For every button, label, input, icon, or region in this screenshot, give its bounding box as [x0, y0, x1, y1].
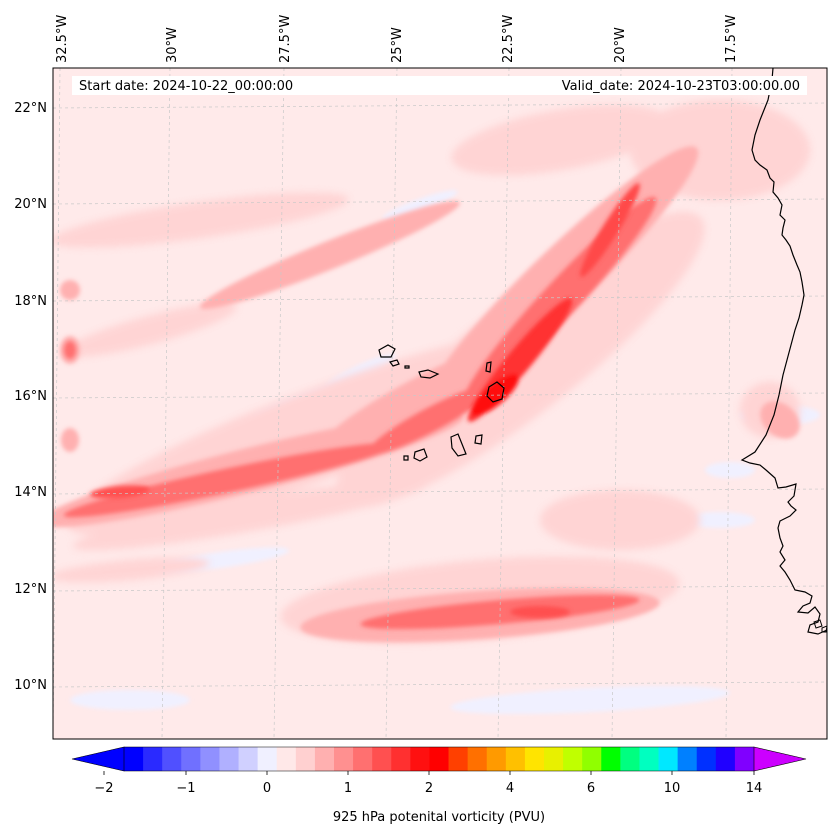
colorbar-swatch [276, 747, 297, 771]
peak-pv-core [90, 183, 640, 618]
valid-date-label: Valid_date: 2024-10-23T03:00:00.00 [562, 79, 800, 94]
lon-label: 27.5°W [278, 15, 293, 63]
colorbar-swatch [200, 747, 220, 771]
lat-label: 22°N [14, 101, 47, 116]
colorbar-swatch [467, 747, 488, 771]
colorbar-swatch [696, 747, 717, 771]
colorbar-swatch [563, 747, 583, 771]
colorbar-swatch [505, 747, 526, 771]
colorbar-swatch [677, 747, 698, 771]
colorbar-tick-label: 0 [263, 781, 271, 796]
graticule [53, 68, 827, 739]
island-maio [474, 434, 483, 445]
colorbar-swatch [639, 747, 659, 771]
lat-label: 16°N [14, 389, 47, 404]
colorbar-swatch [524, 747, 545, 771]
colorbar-swatch [410, 747, 430, 771]
island-santa-luzia [404, 365, 410, 369]
lon-label: 30°W [165, 27, 180, 63]
colorbar-tick-label: 4 [506, 781, 514, 796]
colorbar-swatch [658, 747, 679, 771]
lat-label: 14°N [14, 485, 47, 500]
lat-label: 18°N [14, 294, 47, 309]
lon-label: 25°W [390, 27, 405, 63]
island-santiago [450, 433, 467, 457]
colorbar-swatch [544, 747, 564, 771]
colorbar-swatches [124, 747, 755, 771]
colorbar-swatch [124, 747, 144, 771]
west-africa-coastline [740, 68, 827, 635]
colorbar-swatch [334, 747, 354, 771]
island-sao-vicente [388, 359, 400, 367]
colorbar-swatch [429, 747, 449, 771]
colorbar-tick-label: −2 [94, 781, 113, 796]
island-sao-nicolau [418, 369, 440, 379]
colorbar-title: 925 hPa potenital vorticity (PVU) [333, 810, 545, 825]
colorbar-swatch [219, 747, 239, 771]
lat-label: 10°N [14, 678, 47, 693]
colorbar-swatch [582, 747, 602, 771]
lat-label: 20°N [14, 197, 47, 212]
colorbar-swatch [162, 747, 182, 771]
colorbar-over-arrow [753, 746, 807, 772]
colorbar-ticks [103, 771, 755, 775]
colorbar-swatch [372, 747, 392, 771]
colorbar-swatch [715, 747, 736, 771]
lon-label: 20°W [613, 27, 628, 63]
colorbar-swatch [601, 747, 621, 771]
colorbar-swatch [391, 747, 411, 771]
map-frame [52, 67, 828, 740]
map-panel [53, 68, 827, 739]
colorbar-swatch [448, 747, 469, 771]
colorbar: −2 −1 0 1 2 4 6 10 14 925 hPa potenital … [71, 746, 807, 825]
header-box [72, 76, 807, 95]
island-sal [485, 361, 492, 373]
island-boa-vista [486, 381, 505, 403]
colorbar-swatch [238, 747, 259, 771]
colorbar-swatch [486, 747, 507, 771]
colorbar-tick-label: 14 [746, 781, 763, 796]
colorbar-swatch [295, 747, 316, 771]
island-fogo [413, 448, 428, 462]
colorbar-tick-label: 2 [425, 781, 433, 796]
bijagos-islands [813, 619, 827, 633]
start-date-label: Start date: 2024-10-22_00:00:00 [79, 79, 293, 94]
cape-verde-islands [378, 344, 505, 462]
lon-label: 22.5°W [501, 15, 516, 63]
colorbar-swatch [620, 747, 640, 771]
colorbar-swatch [143, 747, 163, 771]
lat-label: 12°N [14, 582, 47, 597]
colorbar-tick-label: −1 [176, 781, 195, 796]
colorbar-swatch [314, 747, 335, 771]
latitude-labels: 22°N 20°N 18°N 16°N 14°N 12°N 10°N [14, 101, 47, 693]
colorbar-swatch [353, 747, 373, 771]
colorbar-under-arrow [71, 746, 125, 772]
colorbar-swatch [257, 747, 278, 771]
colorbar-swatch [734, 747, 755, 771]
island-brava [403, 455, 409, 461]
colorbar-tick-label: 6 [587, 781, 595, 796]
longitude-labels: 32.5°W 30°W 27.5°W 25°W 22.5°W 20°W 17.5… [55, 15, 739, 63]
colorbar-tick-label: 1 [344, 781, 352, 796]
colorbar-swatch [181, 747, 201, 771]
lon-label: 17.5°W [724, 15, 739, 63]
lon-label: 32.5°W [55, 15, 70, 63]
island-santo-antao [378, 344, 396, 358]
colorbar-tick-label: 10 [664, 781, 681, 796]
